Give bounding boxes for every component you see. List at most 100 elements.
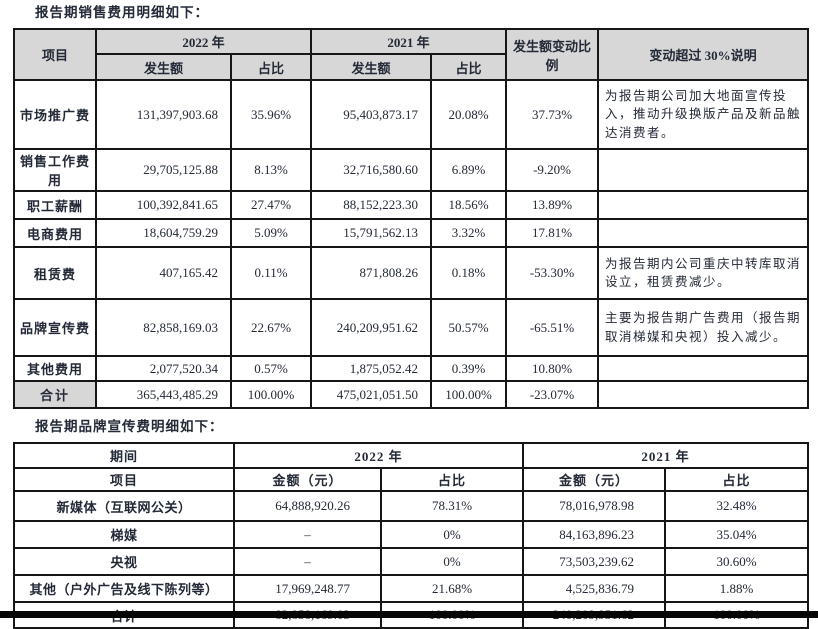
row-amount-2021: 1,875,052.42 [310, 355, 433, 382]
table2-header-2022: 2022 年 [232, 442, 525, 469]
row-explanation [597, 148, 810, 192]
total-ratio-2021: 100.00% [430, 380, 508, 409]
row-item-label: 新媒体（互联网公关） [13, 490, 235, 522]
total-label: 合计 [13, 380, 97, 409]
row-amount-2021: 240,209,951.62 [310, 298, 433, 357]
table-row: 租赁费 407,165.42 0.11% 871,808.26 0.18% -5… [13, 246, 810, 300]
row-item-label: 品牌宣传费 [13, 298, 97, 357]
row-explanation: 为报告期公司加大地面宣传投入，推动升级换版产品及新品触达消费者。 [597, 79, 810, 150]
row-ratio-2022: 8.13% [229, 148, 313, 192]
row-ratio-2021: 30.60% [664, 547, 810, 576]
section1-title: 报告期销售费用明细如下： [35, 5, 209, 20]
row-ratio-2021: 50.57% [430, 298, 508, 357]
row-explanation [597, 355, 810, 382]
row-ratio-2022: 0% [379, 520, 525, 549]
row-change-ratio: -53.30% [505, 246, 600, 300]
total-ratio-2022: 100.00% [229, 380, 313, 409]
table1-header-item: 项目 [13, 28, 97, 81]
row-ratio-2021: 0.18% [430, 246, 508, 300]
row-item-label: 职工薪酬 [13, 190, 97, 220]
bottom-divider-bar [0, 611, 818, 618]
row-item-label: 租赁费 [13, 246, 97, 300]
row-amount-2022: – [233, 547, 382, 576]
row-ratio-2022: 22.67% [229, 298, 313, 357]
row-ratio-2022: 0.57% [229, 355, 313, 382]
row-amount-2021: 4,525,836.79 [522, 574, 667, 603]
row-amount-2021: 32,716,580.60 [310, 148, 433, 192]
row-ratio-2021: 6.89% [430, 148, 508, 192]
section2-title: 报告期品牌宣传费明细如下： [35, 419, 224, 434]
row-amount-2022: 82,858,169.03 [95, 298, 232, 357]
table1-header-ratio-2022: 占比 [229, 53, 313, 81]
row-change-ratio: -9.20% [505, 148, 600, 192]
table-row: 销售工作费用 29,705,125.88 8.13% 32,716,580.60… [13, 148, 810, 192]
table1-header-2021: 2021 年 [310, 28, 508, 55]
row-explanation: 主要为报告期广告费用（报告期取消梯媒和央视）投入减少。 [597, 298, 810, 357]
row-ratio-2021: 32.48% [664, 490, 810, 522]
table1-header-row-years: 项目 2022 年 2021 年 发生额变动比例 变动超过 30%说明 [13, 28, 810, 81]
row-item-label: 市场推广费 [13, 79, 97, 150]
row-amount-2022: – [233, 520, 382, 549]
row-amount-2022: 29,705,125.88 [95, 148, 232, 192]
table-row: 市场推广费 131,397,903.68 35.96% 95,403,873.1… [13, 79, 810, 150]
row-item-label: 电商费用 [13, 218, 97, 248]
row-amount-2021: 88,152,223.30 [310, 190, 433, 220]
row-amount-2021: 84,163,896.23 [522, 520, 667, 549]
row-amount-2022: 64,888,920.26 [233, 490, 382, 522]
table1-header-2022: 2022 年 [94, 28, 313, 55]
row-ratio-2022: 78.31% [379, 490, 525, 522]
table-total-row: 合计 365,443,485.29 100.00% 475,021,051.50… [13, 380, 810, 409]
row-ratio-2021: 1.88% [664, 574, 810, 603]
row-amount-2021: 78,016,978.98 [522, 490, 667, 522]
table-row: 品牌宣传费 82,858,169.03 22.67% 240,209,951.6… [13, 298, 810, 357]
row-item-label: 梯媒 [13, 520, 235, 549]
row-change-ratio: -65.51% [505, 298, 600, 357]
row-explanation [597, 218, 810, 248]
row-ratio-2021: 18.56% [430, 190, 508, 220]
total-amount-2021: 475,021,051.50 [310, 380, 433, 409]
row-ratio-2021: 35.04% [664, 520, 810, 549]
row-ratio-2022: 0.11% [229, 246, 313, 300]
table2-header-row-sub: 项目 金额（元） 占比 金额（元） 占比 [13, 467, 810, 492]
row-item-label: 销售工作费用 [13, 148, 97, 192]
row-amount-2022: 17,969,248.77 [233, 574, 382, 603]
row-amount-2022: 2,077,520.34 [95, 355, 232, 382]
table1-header-ratio-2021: 占比 [430, 53, 508, 81]
row-amount-2021: 15,791,562.13 [310, 218, 433, 248]
table-row: 电商费用 18,604,759.29 5.09% 15,791,562.13 3… [13, 218, 810, 248]
table-row: 新媒体（互联网公关） 64,888,920.26 78.31% 78,016,9… [13, 490, 810, 522]
table2-header-amount-2022: 金额（元） [233, 467, 382, 492]
table2-header-ratio-2022: 占比 [379, 467, 525, 492]
row-ratio-2022: 35.96% [229, 79, 313, 150]
row-ratio-2021: 20.08% [430, 79, 508, 150]
table-row: 央视 – 0% 73,503,239.62 30.60% [13, 547, 810, 576]
table-row: 其他（户外广告及线下陈列等） 17,969,248.77 21.68% 4,52… [13, 574, 810, 603]
row-ratio-2022: 27.47% [229, 190, 313, 220]
row-ratio-2022: 21.68% [379, 574, 525, 603]
row-item-label: 其他费用 [13, 355, 97, 382]
table1-header-explanation: 变动超过 30%说明 [597, 28, 810, 81]
table2-header-2021: 2021 年 [522, 442, 810, 469]
total-explanation [597, 380, 810, 409]
table2-header-item: 项目 [13, 467, 235, 492]
row-amount-2022: 18,604,759.29 [95, 218, 232, 248]
row-item-label: 央视 [13, 547, 235, 576]
table2-header-ratio-2021: 占比 [664, 467, 810, 492]
row-item-label: 其他（户外广告及线下陈列等） [13, 574, 235, 603]
row-amount-2021: 871,808.26 [310, 246, 433, 300]
row-ratio-2021: 3.32% [430, 218, 508, 248]
table1-header-row-sub: 发生额 占比 发生额 占比 [14, 53, 808, 81]
table1-header-change-ratio: 发生额变动比例 [505, 28, 600, 81]
row-ratio-2022: 5.09% [229, 218, 313, 248]
row-change-ratio: 17.81% [505, 218, 600, 248]
table-row: 其他费用 2,077,520.34 0.57% 1,875,052.42 0.3… [13, 355, 810, 382]
row-change-ratio: 37.73% [505, 79, 600, 150]
row-change-ratio: 10.80% [505, 355, 600, 382]
table-row: 梯媒 – 0% 84,163,896.23 35.04% [13, 520, 810, 549]
table1-header-amount-2022: 发生额 [95, 53, 232, 81]
row-explanation: 为报告期内公司重庆中转库取消设立，租赁费减少。 [597, 246, 810, 300]
row-amount-2021: 95,403,873.17 [310, 79, 433, 150]
brand-promotion-table: 期间 2022 年 2021 年 项目 金额（元） 占比 金额（元） 占比 新媒… [13, 442, 810, 629]
row-amount-2022: 100,392,841.65 [95, 190, 232, 220]
